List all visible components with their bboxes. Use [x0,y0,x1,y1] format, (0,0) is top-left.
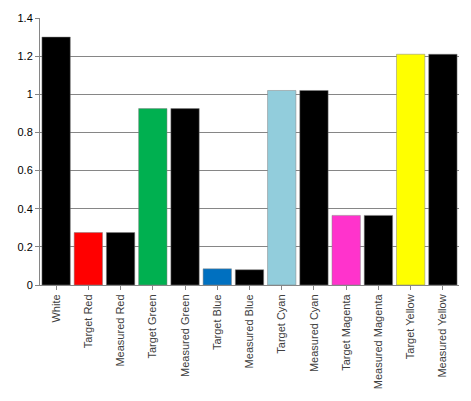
svg-text:0.2: 0.2 [18,241,33,253]
svg-text:Measured Red: Measured Red [114,294,126,366]
svg-text:1.2: 1.2 [18,50,33,62]
svg-text:1: 1 [27,88,33,100]
svg-text:0.4: 0.4 [18,203,33,215]
svg-text:Target Magenta: Target Magenta [340,294,352,371]
svg-text:Measured Green: Measured Green [179,294,191,377]
svg-text:1.4: 1.4 [18,12,33,24]
svg-text:Measured Magenta: Measured Magenta [372,294,384,390]
svg-text:Measured Yellow: Measured Yellow [436,294,448,377]
svg-text:Target Green: Target Green [146,294,158,358]
svg-text:Measured Cyan: Measured Cyan [308,294,320,372]
svg-text:White: White [50,294,62,322]
svg-text:Target Cyan: Target Cyan [275,294,287,353]
svg-text:Target Blue: Target Blue [211,294,223,350]
svg-text:0: 0 [27,279,33,291]
svg-text:Measured Blue: Measured Blue [243,294,255,368]
svg-text:Target Yellow: Target Yellow [404,294,416,359]
svg-text:Target Red: Target Red [82,294,94,348]
svg-text:0.6: 0.6 [18,164,33,176]
svg-text:0.8: 0.8 [18,126,33,138]
